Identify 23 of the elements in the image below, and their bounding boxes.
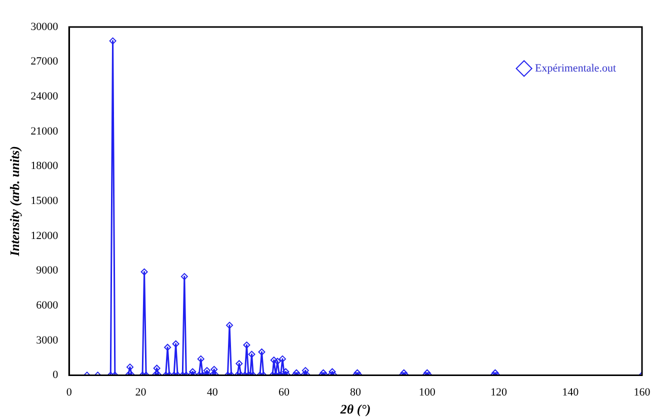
y-tick-label: 0 [52,369,59,382]
y-tick-label: 24000 [30,90,59,103]
y-tick-label: 9000 [36,264,59,277]
y-tick-label: 15000 [30,194,59,207]
x-tick-label: 120 [490,386,508,399]
y-tick-label: 3000 [36,334,59,346]
y-tick-label: 27000 [30,56,59,68]
x-tick-label: 20 [135,386,147,399]
x-axis-title: 2θ (°) [339,402,371,417]
y-tick-label: 6000 [36,299,59,312]
y-tick-label: 18000 [30,160,59,172]
x-tick-label: 40 [206,386,218,399]
y-tick-label: 12000 [30,230,59,242]
x-tick-label: 160 [634,386,651,399]
y-tick-label: 21000 [30,125,59,138]
x-tick-label: 80 [350,386,362,399]
x-tick-label: 100 [418,386,436,399]
y-axis-title: Intensity (arb. units) [7,146,22,258]
x-tick-label: 0 [66,386,72,399]
legend-label: Expérimentale.out [535,62,616,74]
x-tick-label: 60 [278,386,290,399]
x-tick-label: 140 [562,386,580,399]
y-tick-label: 30000 [30,20,59,33]
